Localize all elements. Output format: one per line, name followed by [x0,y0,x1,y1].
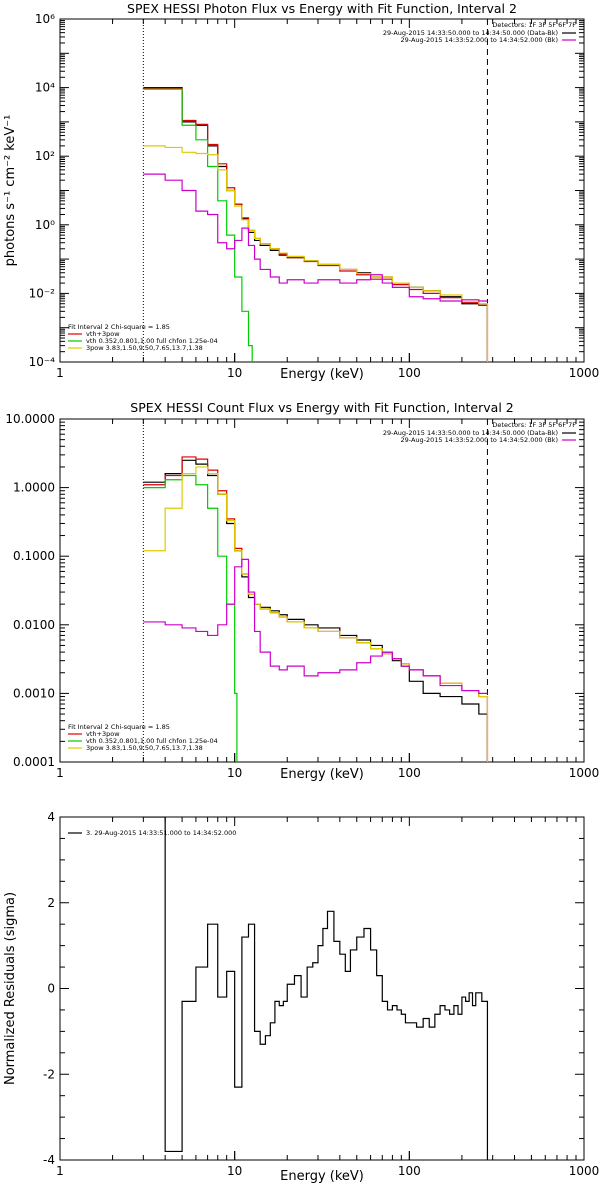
x-tick-label: 1000 [569,766,600,780]
legend-header: Fit Interval 2 Chi-square = 1.85 [68,723,170,731]
y-tick-label: 0.0010 [13,686,55,700]
series-3pow [143,145,489,362]
chart-panel-3: Energy (keV) Normalized Residuals (sigma)… [3,810,599,1184]
x-axis-label: Energy (keV) [280,767,364,782]
plot-frame [59,18,585,363]
chart-title: SPEX HESSI Count Flux vs Energy with Fit… [130,400,513,415]
y-tick-label: 10⁻⁴ [29,355,56,369]
y-tick-label: 0.1000 [13,549,55,563]
series-bk [143,173,488,302]
x-tick-label: 1000 [569,366,600,380]
legend-entry-label: vth+3pow [86,730,120,738]
legend-header: Detectors: 1F 3F 5F 6F 7F [492,421,576,429]
y-tick-label: 2 [47,896,55,910]
x-tick-label: 10 [227,1164,242,1178]
legend-entry-label: 29-Aug-2015 14:33:50.000 to 14:34:50.000… [383,429,558,437]
y-tick-label: 0 [47,982,55,996]
x-tick-label: 1 [56,1164,64,1178]
legend-entry-label: 29-Aug-2015 14:33:50.000 to 14:34:50.000… [383,29,558,37]
legend-entry-label: vth 0.352,0.801,1.00 full chfon 1.25e-04 [86,737,218,745]
x-tick-label: 10 [227,766,242,780]
legend-entry-label: 29-Aug-2015 14:33:52.000 to 14:34:52.000… [401,36,558,44]
x-axis-label: Energy (keV) [280,1169,364,1184]
plot-frame [59,816,585,1161]
series-residuals [143,817,489,1160]
legend-header: Detectors: 1F 3F 5F 6F 7F [492,21,576,29]
series-vth-3pow [143,87,489,362]
data-layer [143,817,489,1160]
legend-entry-label: vth 0.352,0.801,1.00 full chfon 1.25e-04 [86,337,218,345]
y-tick-label: 10² [35,149,55,163]
y-tick-label: 0.0100 [13,618,55,632]
chart-title: SPEX HESSI Photon Flux vs Energy with Fi… [127,1,517,16]
legend-entry-label: 3pow 3.83,1.50,9.50,7.65,13.7,1.38 [86,344,203,352]
chart-panel-1: SPEX HESSI Photon Flux vs Energy with Fi… [3,1,599,382]
y-tick-label: 4 [47,810,55,824]
y-tick-label: 10⁴ [35,81,55,95]
series-vth [143,474,238,762]
data-layer [142,19,489,362]
x-tick-label: 100 [398,1164,421,1178]
y-axis-label: photons s⁻¹ cm⁻² keV⁻¹ [3,115,18,267]
series-vth-3pow [143,456,489,762]
y-tick-label: -4 [43,1153,55,1167]
x-tick-label: 100 [398,766,421,780]
x-tick-label: 1 [56,766,64,780]
x-tick-label: 1 [56,366,64,380]
series-bk [143,558,488,694]
x-tick-label: 100 [398,366,421,380]
legend-entry-label: 3pow 3.83,1.50,9.50,7.65,13.7,1.38 [86,744,203,752]
series-vth [143,88,253,362]
y-tick-label: -2 [43,1067,55,1081]
series-data-bk [143,459,489,762]
series-3pow [143,466,489,762]
plot-frame [59,418,585,763]
series-data-bk [143,87,489,362]
chart-panel-2: SPEX HESSI Count Flux vs Energy with Fit… [5,400,599,782]
x-tick-label: 10 [227,366,242,380]
y-tick-label: 10.0000 [5,412,55,426]
legend-entry-label: 29-Aug-2015 14:33:52.000 to 14:34:52.000… [401,436,558,444]
data-layer [142,419,489,762]
y-tick-label: 10⁰ [35,218,55,232]
legend-entry-label: vth+3pow [86,330,120,338]
x-tick-label: 1000 [569,1164,600,1178]
y-axis-label: Normalized Residuals (sigma) [3,892,18,1085]
y-tick-label: 10⁶ [35,12,55,26]
x-axis-label: Energy (keV) [280,367,364,382]
legend-entry-label: 3. 29-Aug-2015 14:33:51.000 to 14:34:52.… [86,829,236,837]
y-tick-label: 0.0001 [13,755,55,769]
legend-header: Fit Interval 2 Chi-square = 1.85 [68,323,170,331]
y-tick-label: 10⁻² [29,286,56,300]
y-tick-label: 1.0000 [13,481,55,495]
